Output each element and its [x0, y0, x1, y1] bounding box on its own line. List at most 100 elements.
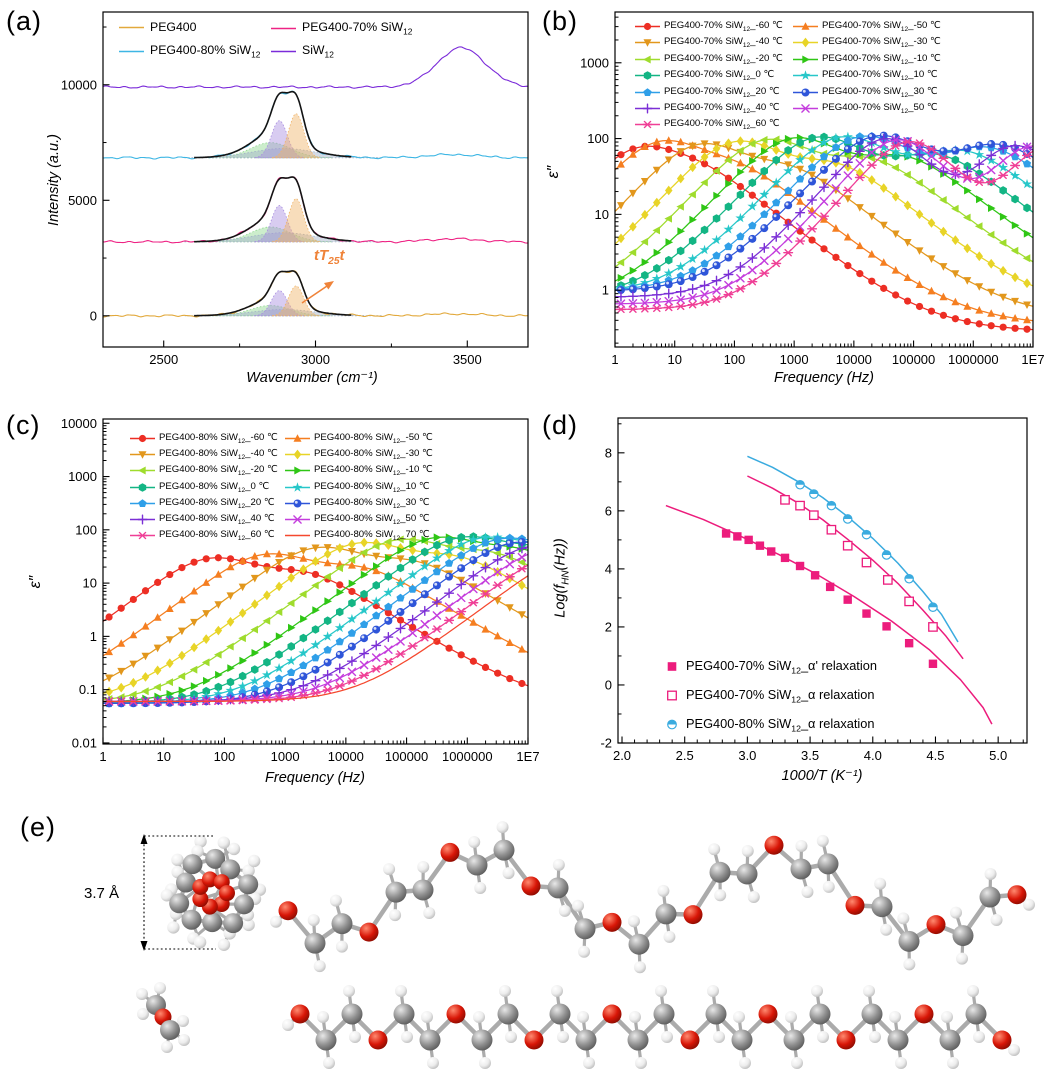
svg-text:-2: -2	[600, 736, 612, 751]
hydrogen-atom	[661, 1031, 673, 1043]
panel-letter-b: (b)	[542, 6, 578, 36]
oxygen-atom	[914, 1004, 934, 1024]
hydrogen-atom	[496, 821, 509, 834]
hydrogen-atom	[880, 923, 893, 936]
svg-text:10000: 10000	[61, 77, 97, 92]
fit-subpeak	[208, 305, 333, 317]
carbon-atom	[205, 848, 226, 869]
svg-text:2.0: 2.0	[613, 748, 631, 763]
dielectric-loss-plot-80: 1 10 100 1000 10000 100000 1000000 1E7 0.01 0.1 1 1…	[61, 416, 540, 764]
hydrogen-atom	[502, 867, 515, 880]
dielectric-loss-plot-70: 1 10 100 1000 10000 100000 1000000 1E7 1 10 100 100…	[580, 11, 1045, 367]
carbon-atom	[709, 861, 731, 883]
hydrogen-atom	[349, 1031, 361, 1043]
hydrogen-atom	[578, 945, 591, 958]
arrow-down-icon	[140, 941, 148, 951]
hydrogen-atom	[869, 1031, 881, 1043]
oxygen-atom	[218, 885, 235, 902]
oxygen-atom	[683, 905, 703, 925]
svg-text:1E7: 1E7	[516, 749, 539, 764]
hydrogen-atom	[423, 906, 436, 919]
hydrogen-atom	[707, 985, 719, 997]
svg-text:100: 100	[724, 352, 746, 367]
hydrogen-atom	[629, 1011, 641, 1023]
hydrogen-atom	[967, 985, 979, 997]
svg-text:10000: 10000	[61, 416, 97, 431]
hydrogen-atom	[421, 1011, 433, 1023]
hydrogen-atom	[270, 915, 282, 928]
svg-text:10: 10	[156, 749, 170, 764]
fit-subpeak	[272, 113, 320, 159]
hydrogen-atom	[663, 930, 676, 943]
hydrogen-atom	[499, 985, 511, 997]
hydrogen-atom	[194, 835, 207, 848]
carbon-atom	[419, 1029, 441, 1051]
y-axis-label-c: ε″	[27, 575, 44, 589]
hydrogen-atom	[633, 961, 646, 974]
hydrogen-atom	[468, 836, 481, 849]
x-axis-label-c: Frequency (Hz)	[265, 770, 365, 786]
fit-subpeak	[254, 290, 306, 317]
svg-text:1000000: 1000000	[948, 352, 999, 367]
hydrogen-atom	[505, 1031, 517, 1043]
hydrogen-atom	[217, 938, 231, 951]
peak-assignment-annotation: tT25t	[314, 247, 345, 267]
carbon-atom	[315, 1029, 337, 1051]
dimension-annotation	[140, 834, 216, 951]
loss-curve	[103, 575, 528, 703]
oxygen-atom	[521, 876, 541, 896]
oxygen-atom	[290, 1004, 310, 1024]
carbon-atom	[175, 872, 196, 893]
hydrogen-atom	[822, 880, 835, 893]
svg-text:100: 100	[587, 131, 609, 146]
hydrogen-atom	[863, 985, 875, 997]
hydrogen-atom	[193, 936, 207, 949]
carbon-atom	[412, 879, 434, 901]
oxygen-atom	[680, 1030, 700, 1050]
svg-text:4: 4	[605, 561, 612, 576]
hydrogen-atom	[1008, 1044, 1020, 1056]
carbon-atom	[233, 894, 254, 915]
hydrogen-atom	[395, 985, 407, 997]
hydrogen-atom	[167, 921, 180, 934]
hydrogen-atom	[479, 1057, 491, 1069]
hydrogen-atom	[401, 1031, 413, 1043]
oxygen-atom	[602, 912, 622, 932]
ftir-spectra-plot: 2500 3000 3500 0 5000 10000	[61, 11, 529, 367]
carbon-atom	[871, 896, 893, 918]
y-axis-label-a: Intensity (a.u.)	[46, 134, 62, 226]
carbon-atom	[653, 1003, 675, 1025]
svg-text:5000: 5000	[68, 193, 97, 208]
fit-subpeak	[254, 120, 305, 159]
svg-text:100: 100	[75, 522, 97, 537]
hydrogen-atom	[714, 889, 727, 902]
hydrogen-atom	[741, 844, 754, 857]
carbon-atom	[736, 863, 758, 885]
hydrogen-atom	[323, 1057, 335, 1069]
svg-text:3.5: 3.5	[801, 748, 819, 763]
hydrogen-atom	[557, 1031, 569, 1043]
hydrogen-atom	[708, 843, 721, 856]
svg-text:0: 0	[605, 677, 612, 692]
svg-text:6: 6	[605, 503, 612, 518]
hydrogen-atom	[739, 1057, 751, 1069]
svg-text:3000: 3000	[301, 352, 330, 367]
carbon-atom	[887, 1029, 909, 1051]
oxygen-atom	[926, 915, 946, 935]
fit-subpeak	[208, 226, 333, 243]
oxygen-atom	[845, 895, 865, 915]
hydrogen-atom	[947, 1057, 959, 1069]
svg-text:1000: 1000	[780, 352, 809, 367]
carbon-atom	[220, 859, 241, 880]
peg-helix-end-view	[160, 835, 267, 951]
oxygen-atom	[1007, 885, 1027, 905]
carbon-atom	[547, 877, 569, 899]
hydrogen-atom	[383, 863, 396, 876]
carbon-atom	[979, 886, 1001, 908]
panel-letter-c: (c)	[6, 410, 41, 440]
hydrogen-atom	[889, 1011, 901, 1023]
carbon-atom	[331, 913, 353, 935]
svg-text:0: 0	[90, 308, 97, 323]
hydrogen-atom	[154, 982, 166, 994]
